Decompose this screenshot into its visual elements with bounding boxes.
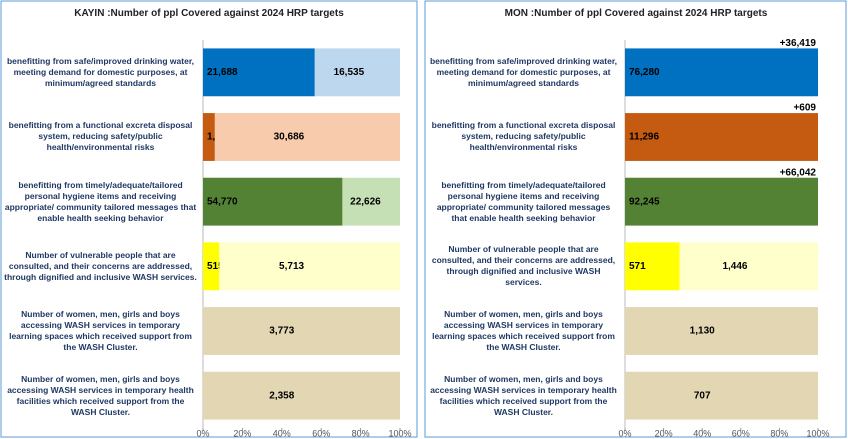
value-label: 22,626 — [350, 196, 381, 207]
category-label: benefitting from timely/adequate/tailore… — [436, 179, 611, 223]
value-label: 5,713 — [279, 261, 304, 272]
x-tick-label: 100% — [388, 428, 411, 438]
category-label: benefitting from a functional excreta di… — [431, 120, 616, 153]
x-tick-label: 60% — [312, 428, 330, 438]
value-label: 1,446 — [722, 261, 747, 272]
value-label: 21,688 — [207, 67, 238, 78]
category-label: Number of vulnerable people that are con… — [4, 249, 197, 282]
x-tick-label: 0% — [196, 428, 209, 438]
bar-remaining — [679, 242, 818, 291]
bar-covered — [203, 48, 315, 97]
x-tick-label: 40% — [273, 428, 291, 438]
value-label: 16,535 — [334, 67, 365, 78]
x-tick-label: 20% — [233, 428, 251, 438]
panel-border — [0, 0, 418, 438]
category-label: benefitting from safe/improved drinking … — [6, 55, 195, 88]
category-label: Number of women, men, girls and boys acc… — [7, 373, 194, 417]
value-label: 1,130 — [690, 326, 715, 337]
bar-remaining — [203, 371, 400, 420]
x-tick-label: 100% — [806, 428, 829, 438]
bar-covered — [625, 48, 818, 97]
x-tick-label: 20% — [655, 428, 673, 438]
bar-covered — [203, 177, 343, 226]
bar-remaining — [625, 371, 818, 420]
bar-remaining — [203, 307, 400, 355]
bar-remaining — [314, 48, 400, 97]
bar-covered — [203, 242, 220, 291]
value-label: 92,245 — [629, 196, 660, 207]
chart-title: KAYIN :Number of ppl Covered against 202… — [74, 8, 344, 19]
category-label: benefitting from safe/improved drinking … — [429, 55, 618, 88]
value-label: 3,773 — [269, 326, 294, 337]
bar-covered — [625, 242, 680, 291]
value-label: 571 — [629, 261, 646, 272]
value-label: 11,296 — [629, 132, 659, 143]
bar-remaining — [219, 242, 400, 291]
bar-covered — [203, 113, 215, 161]
excess-label: +66,042 — [780, 167, 817, 178]
category-label: Number of women, men, girls and boys acc… — [432, 308, 615, 352]
excess-label: +609 — [793, 103, 816, 114]
x-tick-label: 60% — [732, 428, 750, 438]
chart-title: MON :Number of ppl Covered against 2024 … — [504, 8, 768, 19]
value-label: 54,770 — [207, 196, 238, 207]
category-label: benefitting from a functional excreta di… — [8, 120, 193, 153]
bar-remaining — [214, 113, 400, 161]
value-label: 515 — [207, 261, 224, 272]
x-tick-label: 80% — [352, 428, 370, 438]
excess-label: +36,419 — [780, 38, 817, 49]
panel-border — [424, 0, 847, 438]
x-tick-label: 80% — [770, 428, 788, 438]
category-label: benefitting from timely/adequate/tailore… — [4, 179, 197, 223]
value-label: 707 — [694, 390, 711, 401]
category-label: Number of women, men, girls and boys acc… — [9, 308, 192, 352]
bar-covered — [625, 177, 818, 226]
value-label: 30,686 — [274, 132, 305, 143]
value-label: 76,280 — [629, 67, 660, 78]
x-tick-label: 40% — [693, 428, 711, 438]
bar-covered — [625, 113, 818, 161]
value-label: 2,358 — [269, 390, 294, 401]
category-label: Number of vulnerable people that are con… — [431, 244, 616, 288]
bar-remaining — [342, 177, 400, 226]
bar-remaining — [625, 307, 818, 355]
x-tick-label: 0% — [618, 428, 631, 438]
category-label: Number of women, men, girls and boys acc… — [430, 373, 617, 417]
